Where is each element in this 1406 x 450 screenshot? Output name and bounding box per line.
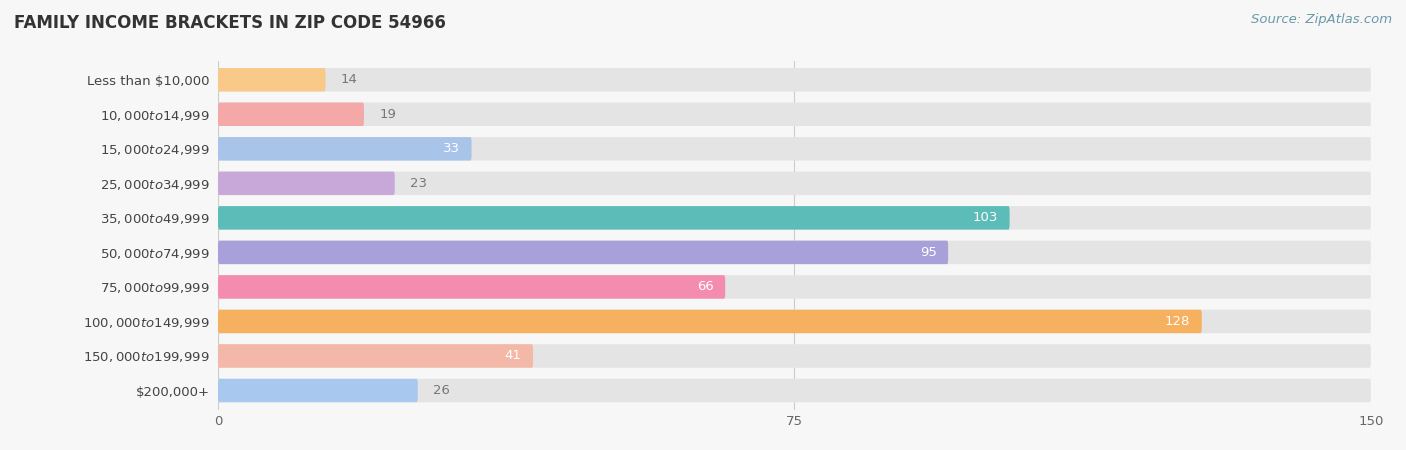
FancyBboxPatch shape [218,206,1371,230]
FancyBboxPatch shape [218,171,1371,195]
Text: Source: ZipAtlas.com: Source: ZipAtlas.com [1251,14,1392,27]
FancyBboxPatch shape [218,68,326,91]
FancyBboxPatch shape [218,137,471,161]
Text: 95: 95 [920,246,936,259]
FancyBboxPatch shape [218,379,418,402]
FancyBboxPatch shape [218,344,1371,368]
FancyBboxPatch shape [218,379,1371,402]
Text: 103: 103 [973,212,998,225]
Text: 128: 128 [1164,315,1191,328]
FancyBboxPatch shape [218,206,1010,230]
FancyBboxPatch shape [218,241,948,264]
FancyBboxPatch shape [218,103,364,126]
Text: 33: 33 [443,142,460,155]
FancyBboxPatch shape [218,310,1202,333]
Text: 23: 23 [411,177,427,190]
Text: 66: 66 [697,280,714,293]
FancyBboxPatch shape [218,241,1371,264]
Text: 41: 41 [505,350,522,363]
Text: 26: 26 [433,384,450,397]
Text: 14: 14 [340,73,357,86]
FancyBboxPatch shape [218,68,1371,91]
FancyBboxPatch shape [218,171,395,195]
Text: 19: 19 [380,108,396,121]
Text: FAMILY INCOME BRACKETS IN ZIP CODE 54966: FAMILY INCOME BRACKETS IN ZIP CODE 54966 [14,14,446,32]
FancyBboxPatch shape [218,310,1371,333]
FancyBboxPatch shape [218,103,1371,126]
FancyBboxPatch shape [218,275,1371,299]
FancyBboxPatch shape [218,275,725,299]
FancyBboxPatch shape [218,344,533,368]
FancyBboxPatch shape [218,137,1371,161]
